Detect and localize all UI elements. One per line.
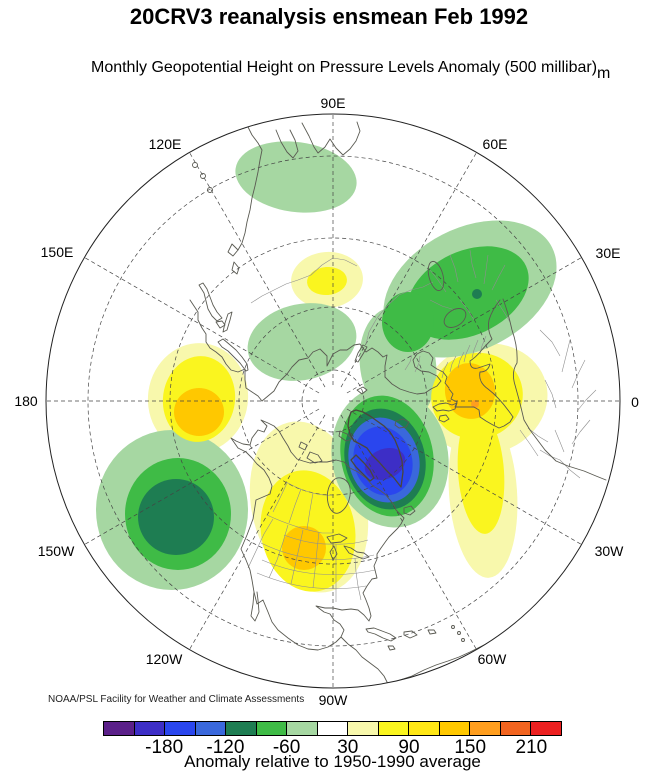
anomaly-fills	[96, 141, 557, 593]
colorbar-tick-90: 90	[398, 737, 420, 758]
lon-label-90E: 90E	[320, 95, 346, 111]
colorbar-cell-10	[409, 722, 440, 735]
lon-label-90W: 90W	[318, 692, 348, 708]
colorbar-cell-13	[500, 722, 532, 735]
anomaly-positive-cores	[174, 363, 496, 570]
colorbar-cell-12	[470, 722, 501, 735]
colorbar-tick-210: 210	[515, 737, 548, 758]
lon-label-150W: 150W	[37, 543, 75, 559]
colorbar-cell-9	[378, 722, 410, 735]
colorbar-cell-8	[348, 722, 379, 735]
colorbar-cell-5	[256, 722, 288, 735]
colorbar-cell-6	[287, 722, 318, 735]
colorbar-cell-7	[317, 722, 349, 735]
plot-subtitle: Monthly Geopotential Height on Pressure …	[90, 59, 598, 76]
colorbar-cell-14	[531, 722, 561, 735]
lon-label-120W: 120W	[145, 651, 183, 667]
colorbar-cell-3	[195, 722, 227, 735]
lon-label-30W: 30W	[594, 543, 624, 559]
lon-label-60W: 60W	[477, 651, 507, 667]
units-label: m	[597, 65, 611, 82]
colorbar-cell-2	[165, 722, 196, 735]
lon-label-150E: 150E	[40, 244, 74, 260]
colorbar-tick--180: -180	[145, 737, 184, 758]
colorbar-tick--60: -60	[272, 737, 301, 758]
colorbar-tick--120: -120	[206, 737, 245, 758]
graticule	[46, 114, 620, 688]
country-borders	[247, 249, 597, 602]
colorbar-cell-4	[226, 722, 257, 735]
colorbar-tick-30: 30	[337, 737, 359, 758]
colorbar-caption: Anomaly relative to 1950-1990 average	[184, 752, 481, 771]
lon-label-60E: 60E	[482, 136, 508, 152]
colorbar-cell-1	[134, 722, 166, 735]
colorbar-cell-11	[439, 722, 471, 735]
lon-label-0: 0	[631, 394, 639, 410]
credit-text: NOAA/PSL Facility for Weather and Climat…	[48, 694, 305, 705]
greenland-coastline	[347, 409, 404, 488]
lon-label-30E: 30E	[595, 245, 621, 261]
colorbar	[103, 721, 562, 736]
lon-label-180: 180	[14, 393, 38, 409]
lon-label-120E: 120E	[148, 136, 182, 152]
plot-title: 20CRV3 reanalysis ensmean Feb 1992	[129, 4, 529, 29]
map-outer-circle	[45, 113, 621, 689]
colorbar-cell-0	[104, 722, 135, 735]
colorbar-tick-150: 150	[454, 737, 487, 758]
coastlines	[189, 121, 607, 685]
